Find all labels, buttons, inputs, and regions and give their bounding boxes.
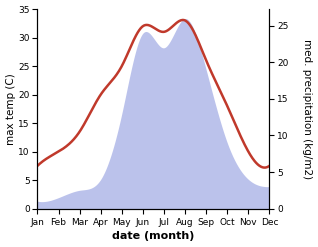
Y-axis label: med. precipitation (kg/m2): med. precipitation (kg/m2) (302, 39, 313, 179)
Y-axis label: max temp (C): max temp (C) (5, 73, 16, 145)
X-axis label: date (month): date (month) (112, 231, 195, 242)
